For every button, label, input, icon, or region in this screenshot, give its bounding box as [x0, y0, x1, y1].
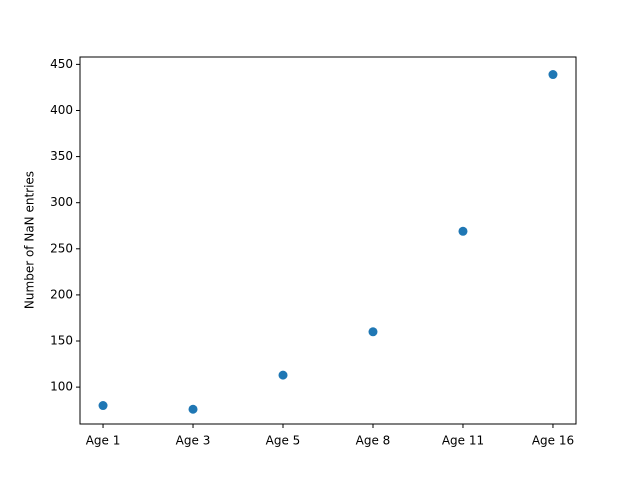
y-tick-label: 400 [50, 103, 73, 117]
x-tick-label: Age 8 [356, 434, 391, 448]
x-tick-label: Age 5 [266, 434, 301, 448]
y-tick-label: 200 [50, 287, 73, 301]
y-tick-label: 300 [50, 195, 73, 209]
x-tick-label: Age 3 [176, 434, 211, 448]
point [98, 401, 108, 411]
point [278, 370, 288, 380]
x-tick-label: Age 11 [442, 434, 484, 448]
y-tick-label: 100 [50, 380, 73, 394]
y-tick-label: 350 [50, 149, 73, 163]
plot-frame [79, 56, 577, 425]
y-tick-label: 450 [50, 57, 73, 71]
x-tick-label: Age 16 [532, 434, 574, 448]
x-tick-label: Age 1 [86, 434, 121, 448]
point [188, 404, 198, 414]
y-tick-label: 250 [50, 241, 73, 255]
point [458, 226, 468, 236]
point [548, 70, 558, 80]
y-axis-label: Number of NaN entries [23, 171, 37, 309]
y-tick-label: 150 [50, 334, 73, 348]
point [368, 327, 378, 337]
